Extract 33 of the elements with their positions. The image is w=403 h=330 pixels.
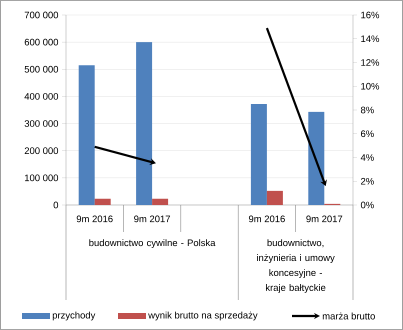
- y2-tick-label: 0%: [360, 202, 374, 208]
- y-tick-label: 200 000: [24, 147, 58, 154]
- x-tick-label: 9m 2017: [306, 216, 342, 222]
- x-tick-label: 9m 2017: [134, 216, 170, 222]
- x-tick-label: 9m 2016: [248, 216, 285, 222]
- y-tick-label: 300 000: [24, 120, 58, 127]
- bar: [136, 42, 152, 205]
- bar: [308, 112, 324, 205]
- y-tick-label: 700 000: [24, 12, 58, 18]
- y-tick-label: 600 000: [24, 38, 58, 46]
- legend-label: marża brutto: [322, 312, 375, 320]
- y-tick-label: 400 000: [24, 93, 58, 100]
- y2-tick-label: 16%: [361, 12, 380, 18]
- y-tick-label: 0: [54, 202, 58, 208]
- bar: [250, 104, 267, 205]
- bar: [266, 190, 283, 205]
- y2-tick-label: 12%: [361, 59, 380, 66]
- y2-tick-label: 14%: [361, 35, 380, 42]
- y2-tick-label: 8%: [360, 106, 374, 114]
- legend-label: wynik brutto na sprzedaży: [148, 312, 258, 320]
- bar: [94, 198, 111, 205]
- y2-tick-label: 10%: [361, 82, 380, 90]
- y-tick-label: 500 000: [24, 66, 58, 73]
- bar: [78, 65, 95, 205]
- y-tick-label: 100 000: [24, 174, 58, 182]
- text: budownictwo cywilne - Polska: [89, 239, 216, 248]
- y2-tick-label: 6%: [361, 130, 374, 138]
- x-tick-label: 9m 2016: [76, 216, 113, 222]
- y2-tick-label: 4%: [360, 154, 374, 161]
- bar: [152, 198, 168, 205]
- text: budownictwo, inżynieria i umowy koncesyjne - kraje bałtyckie: [257, 239, 335, 293]
- legend-label: przychody: [52, 312, 96, 320]
- y2-tick-label: 2%: [360, 178, 374, 185]
